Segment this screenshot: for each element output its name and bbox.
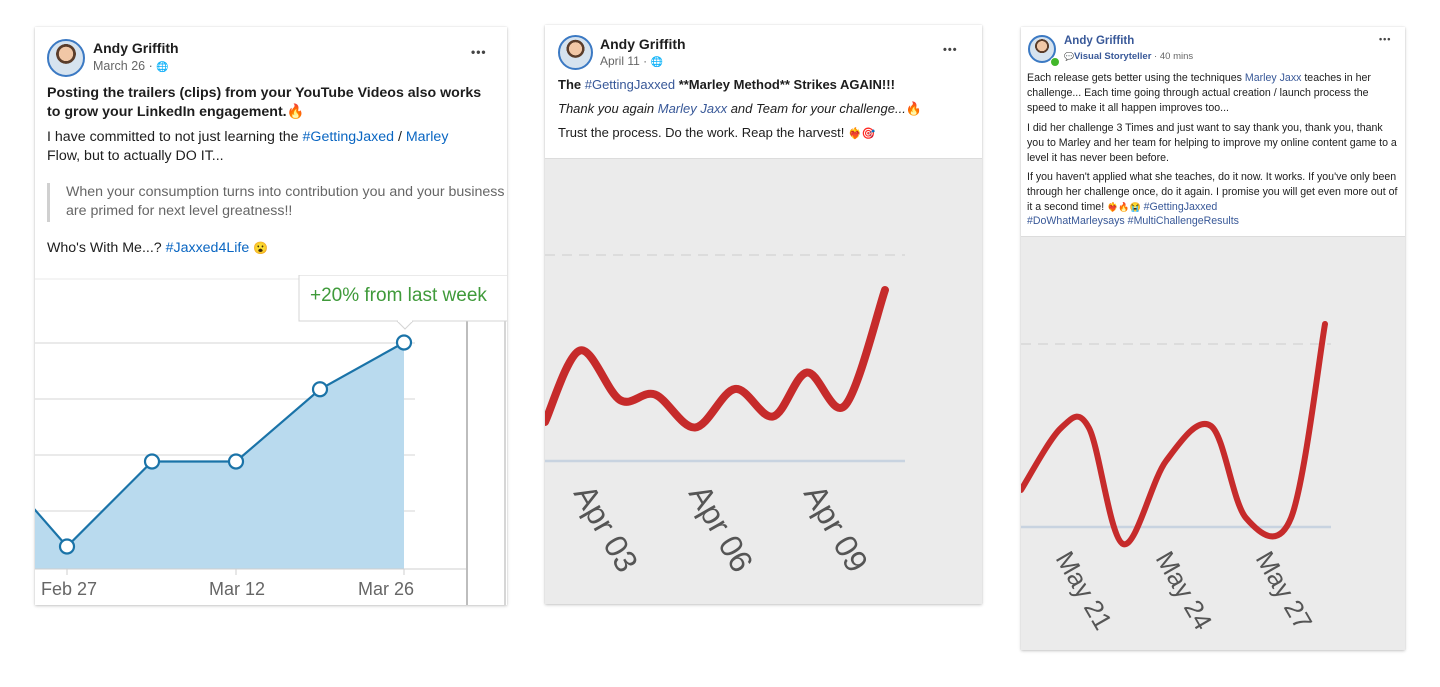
quote-block: When your consumption turns into contrib… [47, 183, 506, 222]
author-name[interactable]: Andy Griffith [600, 36, 686, 52]
paragraph-text: If you haven't applied what she teaches,… [1027, 171, 1398, 213]
headline-text: Posting the trailers (clips) from your Y… [47, 85, 482, 121]
hashtag-link[interactable]: #GettingJaxed [302, 129, 395, 145]
body-text: I have committed to not just learning th… [47, 129, 303, 145]
author-badge: 💬Visual Storyteller · 40 mins [1064, 51, 1193, 62]
hashtag-link[interactable]: #Jaxxed4Life [165, 240, 250, 256]
online-status-dot [1050, 57, 1060, 67]
mention-link[interactable]: Marley Jaxx [1244, 72, 1302, 84]
author-name[interactable]: Andy Griffith [93, 40, 179, 56]
line-text: Trust the process. Do the work. Reap the… [558, 125, 848, 140]
globe-icon: 🌐 [156, 62, 169, 73]
post-headline: Posting the trailers (clips) from your Y… [47, 84, 497, 123]
separator-text: / [394, 129, 406, 145]
line-text-bold: **Marley Method** Strikes AGAIN!!! [675, 77, 895, 92]
series-line [545, 286, 889, 432]
author-name[interactable]: Andy Griffith [1064, 35, 1135, 47]
engagement-chart: Feb 27 Mar 12 Mar 26 +20% from last week [35, 275, 507, 605]
series-line [35, 341, 405, 549]
line-text: The [558, 77, 585, 92]
more-options-icon[interactable]: ••• [943, 44, 958, 56]
mention-link[interactable]: Marley Jaxx [657, 101, 728, 116]
more-options-icon[interactable]: ••• [1379, 34, 1392, 44]
tooltip-text: +20% from last week [310, 285, 487, 306]
mention-link[interactable]: Marley [405, 129, 449, 145]
fire-emoji: 🔥 [286, 104, 305, 121]
author-avatar[interactable] [558, 35, 593, 70]
heart-target-emoji: ❤️‍🔥🎯 [847, 128, 876, 140]
wow-emoji: 😮 [253, 241, 269, 255]
data-point[interactable] [311, 381, 329, 398]
post-card-may: Andy Griffith 💬Visual Storyteller · 40 m… [1021, 27, 1405, 650]
post-line-1: The #GettingJaxxed **Marley Method** Str… [558, 76, 973, 94]
paragraph-text: Each release gets better using the techn… [1027, 72, 1245, 84]
area-fill [35, 342, 404, 569]
hashtag-link[interactable]: #DoWhatMarleysays [1027, 215, 1125, 228]
more-options-icon[interactable]: ••• [471, 45, 487, 59]
post-line-2: Thank you again Marley Jaxx and Team for… [558, 100, 973, 118]
series-line [1021, 321, 1328, 548]
line-text: and Team for your challenge... [727, 101, 906, 116]
chart-tooltip: +20% from last week [298, 275, 507, 330]
emoji-group: ❤️‍🔥🔥😭 [1107, 201, 1141, 212]
x-tick-label: Feb 27 [41, 579, 97, 599]
author-avatar[interactable] [47, 39, 85, 77]
post-date-text: April 11 [600, 54, 640, 68]
hashtag-link[interactable]: #GettingJaxxed [1140, 200, 1218, 213]
engagement-chart: Apr 03 Apr 06 Apr 09 [545, 158, 982, 604]
x-tick-label: Mar 26 [358, 579, 414, 599]
body-text-continued: Flow, but to actually DO IT... [47, 148, 224, 165]
post-card-linkedin: Andy Griffith March 26 · 🌐 ••• Posting t… [35, 27, 507, 605]
post-paragraph-1: Each release gets better using the techn… [1027, 71, 1399, 115]
globe-icon: 🌐 [650, 57, 663, 68]
post-paragraph-3: If you haven't applied what she teaches,… [1027, 170, 1399, 229]
post-body: I have committed to not just learning th… [47, 128, 499, 167]
line-text: Thank you again [558, 101, 658, 116]
post-date: April 11 · 🌐 [600, 54, 663, 68]
hashtag-link[interactable]: #GettingJaxxed [584, 77, 676, 92]
post-date: March 26 · 🌐 [93, 59, 169, 73]
data-point[interactable] [395, 334, 413, 351]
x-tick-label: Mar 12 [209, 579, 265, 599]
post-card-april: Andy Griffith April 11 · 🌐 ••• The #Gett… [545, 25, 982, 604]
comment-bubble-icon: 💬 [1064, 52, 1074, 61]
post-line-3: Trust the process. Do the work. Reap the… [558, 124, 973, 142]
paragraph-text: teaches in her challenge... Each time go… [1027, 72, 1371, 114]
data-point[interactable] [227, 453, 245, 470]
hashtag-link[interactable]: #MultiChallengeResults [1124, 215, 1239, 228]
post-paragraph-2: I did her challenge 3 Times and just wan… [1027, 121, 1399, 165]
data-point[interactable] [143, 453, 161, 470]
quote-text: When your consumption turns into contrib… [66, 184, 505, 220]
post-date-text: March 26 [93, 59, 146, 73]
badge-text: Visual Storyteller [1073, 51, 1152, 62]
fire-emoji: 🔥 [905, 101, 923, 116]
closing-text: Who's With Me...? [47, 240, 166, 256]
post-time: · 40 mins [1151, 51, 1194, 62]
paragraph-text: I did her challenge 3 Times and just wan… [1027, 122, 1397, 164]
data-point[interactable] [58, 538, 76, 555]
post-closing: Who's With Me...? #Jaxxed4Life 😮 [47, 239, 268, 258]
engagement-chart: May 21 May 24 May 27 [1021, 236, 1405, 650]
